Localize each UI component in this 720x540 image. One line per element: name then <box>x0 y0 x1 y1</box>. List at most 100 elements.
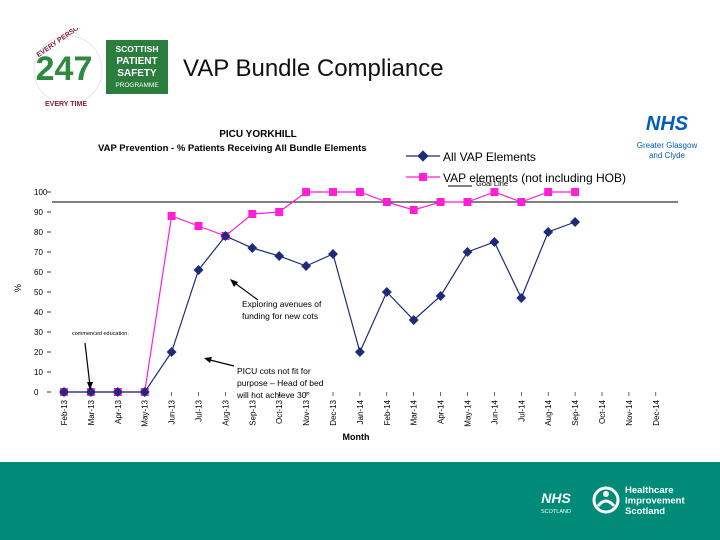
data-point-nohob <box>275 208 284 216</box>
annotation-funding-line2: funding for new cots <box>242 311 318 321</box>
y-tick-label: 50 <box>34 288 43 297</box>
nhs-scotland-sub: SCOTLAND <box>541 509 571 515</box>
x-tick-label: May-13 <box>141 399 150 426</box>
x-tick-label: Dec-14 <box>652 399 661 425</box>
footer-band <box>0 462 720 540</box>
x-tick-label: Jul-14 <box>517 399 526 421</box>
data-point-all <box>543 227 554 237</box>
series-line-nohob <box>64 191 576 393</box>
spsp-scottish: SCOTTISH <box>116 44 159 54</box>
x-tick-label: Nov-13 <box>302 399 311 425</box>
legend-label-nohob: VAP elements (not including HOB) <box>443 171 626 185</box>
series <box>59 188 581 397</box>
annotation-cots: PICU cots not fit for purpose – Head of … <box>204 357 324 400</box>
y-tick-label: 60 <box>34 268 43 277</box>
y-tick-label: 100 <box>34 188 48 197</box>
y-tick-label: 20 <box>34 348 43 357</box>
spsp-247: 247 <box>36 50 93 88</box>
nhs-ggc-mark: NHS <box>646 113 689 135</box>
annotation-cots-line1: PICU cots not fit for <box>237 366 311 376</box>
data-point-nohob <box>571 188 580 196</box>
nhs-ggc-line1: Greater Glasgow <box>637 141 698 150</box>
x-tick-label: May-14 <box>464 399 473 426</box>
x-tick-label: Nov-14 <box>625 399 634 425</box>
annotation-education-text: commenced education. <box>72 331 129 337</box>
data-point-nohob <box>382 198 391 206</box>
slide-title: VAP Bundle Compliance <box>183 55 444 82</box>
data-point-all <box>570 217 581 227</box>
x-tick-label: Jul-13 <box>195 399 204 421</box>
data-point-nohob <box>436 198 445 206</box>
y-tick-label: 0 <box>34 388 39 397</box>
y-tick-label: 80 <box>34 228 43 237</box>
data-point-nohob <box>544 188 553 196</box>
data-point-nohob <box>355 188 364 196</box>
spsp-arc-bottom: EVERY TIME <box>45 101 87 108</box>
legend: All VAP Elements VAP elements (not inclu… <box>406 150 626 185</box>
annotation-funding-line1: Exploring avenues of <box>242 299 322 309</box>
y-tick-label: 70 <box>34 248 43 257</box>
legend-label-all: All VAP Elements <box>443 150 536 164</box>
nhs-ggc-line2: and Clyde <box>649 151 686 160</box>
data-point-nohob <box>409 206 418 214</box>
vap-chart: PICU YORKHILL VAP Prevention - % Patient… <box>13 129 678 442</box>
x-tick-label: Apr-14 <box>437 399 446 424</box>
data-point-nohob <box>302 188 311 196</box>
data-point-all <box>301 261 312 271</box>
his-logo: Healthcare Improvement Scotland <box>592 485 685 516</box>
y-tick-label: 10 <box>34 368 43 377</box>
data-point-all <box>462 247 473 257</box>
annotation-funding: Exploring avenues of funding for new cot… <box>230 279 322 321</box>
x-tick-label: Apr-13 <box>114 399 123 424</box>
x-tick-label: Jan-14 <box>356 399 365 424</box>
data-point-all <box>274 251 285 261</box>
spsp-patient: PATIENT <box>116 56 157 67</box>
data-point-nohob <box>194 222 203 230</box>
data-point-all <box>139 387 150 397</box>
data-point-all <box>516 293 527 303</box>
data-point-all <box>193 265 204 275</box>
data-point-nohob <box>463 198 472 206</box>
data-point-nohob <box>517 198 526 206</box>
x-tick-label: Dec-13 <box>329 399 338 425</box>
nhs-scotland-logo: NHS SCOTLAND <box>541 490 571 515</box>
x-tick-label: Feb-14 <box>383 399 392 425</box>
x-tick-label: Jun-14 <box>490 399 499 424</box>
data-point-all <box>220 231 231 241</box>
x-tick-label: Mar-13 <box>87 399 96 425</box>
data-point-all <box>435 291 446 301</box>
nhs-ggc-logo: NHS Greater Glasgow and Clyde <box>637 110 698 160</box>
y-axis-label: % <box>13 284 23 292</box>
x-tick-label: Sep-13 <box>248 399 257 425</box>
data-point-all <box>354 347 365 357</box>
spsp-programme: PROGRAMME <box>115 82 159 89</box>
y-axis: 0 10 20 30 40 50 60 70 80 90 100 <box>34 188 51 397</box>
x-tick-label: Mar-14 <box>410 399 419 425</box>
chart-subtitle: VAP Prevention - % Patients Receiving Al… <box>98 143 367 154</box>
spsp-logo: EVERY PERSON 247 EVERY TIME SCOTTISH PAT… <box>33 28 168 108</box>
data-point-nohob <box>248 210 257 218</box>
x-tick-label: Aug-13 <box>221 399 230 425</box>
x-axis: Feb-13 Mar-13 Apr-13 May-13 Jun-13 Jul-13 Aug-… <box>60 392 661 427</box>
his-line2: Improvement <box>625 496 685 507</box>
chart-title: PICU YORKHILL <box>219 129 297 140</box>
x-tick-label: Sep-14 <box>571 399 580 425</box>
his-line1: Healthcare <box>625 485 674 496</box>
his-line3: Scotland <box>625 506 665 516</box>
spsp-safety: SAFETY <box>117 68 157 79</box>
x-axis-label: Month <box>343 432 370 442</box>
data-point-nohob <box>490 188 499 196</box>
data-point-all <box>166 347 177 357</box>
x-tick-label: Oct-13 <box>275 399 284 424</box>
goal-line-label: Goal Line <box>476 179 508 188</box>
annotation-education: commenced education. <box>72 331 129 390</box>
series-line-all <box>64 221 576 393</box>
data-point-all <box>247 243 258 253</box>
data-point-all <box>489 237 500 247</box>
spsp-box <box>106 40 168 94</box>
x-tick-label: Oct-14 <box>598 399 607 424</box>
data-point-all <box>328 249 338 259</box>
x-tick-label: Jun-13 <box>168 399 177 424</box>
y-tick-label: 30 <box>34 328 43 337</box>
x-tick-label: Aug-14 <box>544 399 553 425</box>
